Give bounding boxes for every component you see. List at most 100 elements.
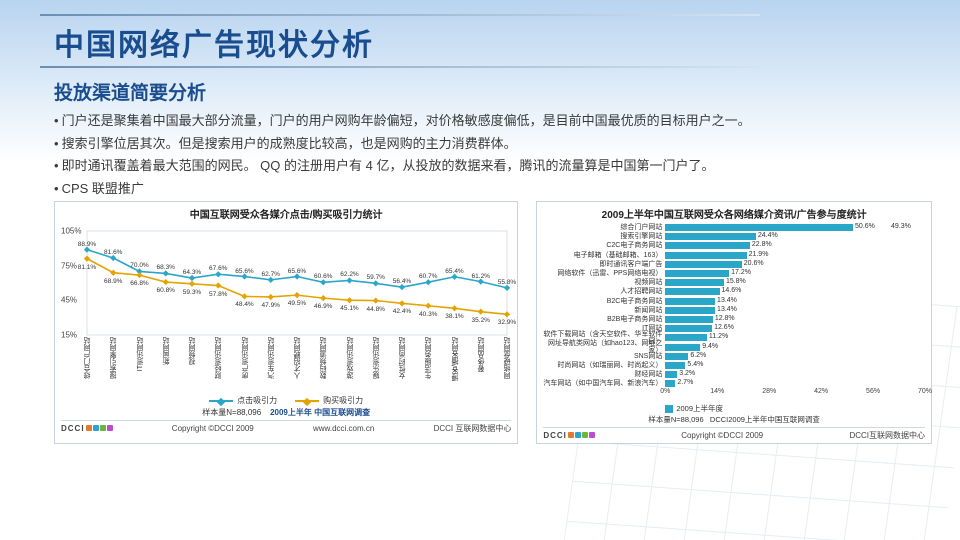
hbar-label: 新闻网站: [543, 307, 665, 314]
hbar-label: 即时通讯客户端广告: [543, 261, 665, 268]
left-chart-plot: 15%45%75%105%88.9%81.6%70.0%68.3%64.3%67…: [61, 223, 511, 393]
hbar-row: 即时通讯客户端广告20.6%: [543, 260, 925, 269]
hbar-label: 搜索引擎网站: [543, 233, 665, 240]
data-label: 61.2%: [472, 273, 490, 280]
hbar-track: 6.2%: [665, 353, 925, 360]
hbar: [665, 288, 719, 295]
data-label: 62.2%: [340, 271, 358, 278]
data-label: 65.6%: [288, 268, 306, 275]
page-title: 中国网络广告现状分析: [54, 20, 746, 64]
right-chart-plot: 综合门户网站50.6%49.3%搜索引擎网站24.4%C2C电子商务网站22.8…: [543, 223, 925, 388]
x-category: 新闻网站: [162, 337, 172, 365]
x-category: IT资讯网站: [136, 337, 146, 371]
hbar-value: 3.2%: [679, 370, 695, 377]
data-label: 40.3%: [419, 311, 437, 318]
hbar-row: 人才招聘网站14.6%: [543, 287, 925, 296]
data-label: 60.6%: [314, 273, 332, 280]
hbar-row: 财经网站3.2%: [543, 370, 925, 379]
hbar-track: 22.8%: [665, 242, 925, 249]
hbar: [665, 298, 715, 305]
data-label: 60.7%: [419, 273, 437, 280]
right-chart-sample: 样本量N=88,096 DCCI2009上半年中国互联网调查: [543, 414, 925, 425]
hbar-value: 13.4%: [717, 306, 737, 313]
hbar-label: 综合门户网站: [543, 224, 665, 231]
hbar-label: 视频网站: [543, 279, 665, 286]
data-label: 68.9%: [104, 278, 122, 285]
hbar-row: 汽车网站（如中国汽车网、新浪汽车） 2.7%: [543, 379, 925, 388]
data-label: 81.1%: [78, 264, 96, 271]
x-tick: 14%: [710, 388, 724, 395]
x-category: 博客/播客网站: [451, 337, 461, 381]
hbar-value: 5.4%: [687, 361, 703, 368]
hbar-value: 12.8%: [715, 315, 735, 322]
left-chart-footer: DCCI Copyright ©DCCI 2009 www.dcci.com.c…: [61, 420, 511, 434]
hbar-track: 11.2%: [665, 334, 925, 341]
x-category: 房产资讯网站: [241, 337, 251, 379]
title-frame: 中国网络广告现状分析: [40, 14, 760, 68]
data-label: 66.8%: [130, 280, 148, 287]
hbar: [665, 261, 741, 268]
data-label: 32.9%: [498, 319, 516, 326]
hbar-label: B2C电子商务网站: [543, 298, 665, 305]
hbar-row: 综合门户网站50.6%49.3%: [543, 223, 925, 232]
hbar-track: 50.6%49.3%: [665, 224, 925, 231]
bullet-list: 门户还是聚集着中国最大部分流量，门户的用户网购年龄偏短，对价格敏感度偏低，是目前…: [54, 111, 932, 198]
data-label: 42.4%: [393, 308, 411, 315]
data-label: 65.4%: [445, 268, 463, 275]
data-label: 49.5%: [288, 300, 306, 307]
hbar-track: 13.4%: [665, 298, 925, 305]
hbar-track: 14.6%: [665, 288, 925, 295]
x-category: 财经资讯网站: [214, 337, 224, 379]
hbar-label: 时尚网站（如瑞丽网、时尚起义）: [543, 362, 665, 369]
hbar-value: 2.7%: [677, 379, 693, 386]
bullet-item: CPS 联盟推广: [54, 179, 932, 199]
x-category: 网络硬盘网站: [503, 337, 513, 379]
hbar: [665, 371, 677, 378]
section-subtitle: 投放渠道简要分析: [54, 78, 960, 105]
hbar-row: 网址导航类网站（如hao123、网址之家）9.4%: [543, 342, 925, 351]
x-category: 搜索引擎网站: [109, 337, 119, 379]
left-chart-title: 中国互联网受众各媒介点击/购买吸引力统计: [61, 206, 511, 221]
data-label: 48.4%: [235, 301, 253, 308]
dcci-logo: DCCI: [543, 431, 595, 440]
hbar-value2: 49.3%: [891, 223, 911, 230]
hbar: [665, 252, 746, 259]
data-label: 46.9%: [314, 303, 332, 310]
right-chart-title: 2009上半年中国互联网受众各网络媒介资讯/广告参与度统计: [543, 206, 925, 221]
hbar: [665, 233, 756, 240]
hbar: [665, 334, 707, 341]
hbar-row: B2B电子商务网站 12.8%: [543, 315, 925, 324]
hbar-value: 11.2%: [709, 333, 728, 340]
x-category: 汽车资讯网站: [267, 337, 277, 379]
hbar-label: 汽车网站（如中国汽车网、新浪汽车）: [543, 380, 665, 387]
x-category: 视频网站: [188, 337, 198, 365]
hbar: [665, 279, 724, 286]
hbar-value: 13.4%: [717, 297, 737, 304]
hbar-track: 9.4%: [665, 344, 925, 351]
hbar-track: 20.6%: [665, 261, 925, 268]
data-label: 68.3%: [157, 264, 175, 271]
bullet-item: 门户还是聚集着中国最大部分流量，门户的用户网购年龄偏短，对价格敏感度偏低，是目前…: [54, 111, 932, 131]
hbar: [665, 316, 712, 323]
data-label: 62.7%: [262, 271, 280, 278]
data-label: 59.3%: [183, 289, 201, 296]
left-chart-card: 中国互联网受众各媒介点击/购买吸引力统计 15%45%75%105%88.9%8…: [54, 201, 518, 444]
left-chart-legend: 点击吸引力 购买吸引力: [61, 395, 511, 406]
hbar-track: 2.7%: [665, 380, 925, 387]
data-label: 59.7%: [367, 274, 385, 281]
hbar-label: B2B电子商务网站: [543, 316, 665, 323]
right-chart-legend: 2009上半年度: [665, 403, 925, 414]
data-label: 35.2%: [472, 317, 490, 324]
hbar: [665, 344, 700, 351]
data-label: 88.9%: [78, 241, 96, 248]
data-label: 38.1%: [445, 313, 463, 320]
hbar-label: 人才招聘网站: [543, 288, 665, 295]
hbar-row: 电子邮箱（基础邮箱、163）21.9%: [543, 251, 925, 260]
data-label: 60.8%: [157, 287, 175, 294]
hbar-value: 24.4%: [758, 232, 778, 239]
x-category: 奢侈品网站: [477, 337, 487, 372]
x-category: 女性时尚网站: [398, 337, 408, 379]
legend-item: 购买吸引力: [295, 395, 363, 406]
hbar: [665, 353, 688, 360]
data-label: 70.0%: [130, 262, 148, 269]
